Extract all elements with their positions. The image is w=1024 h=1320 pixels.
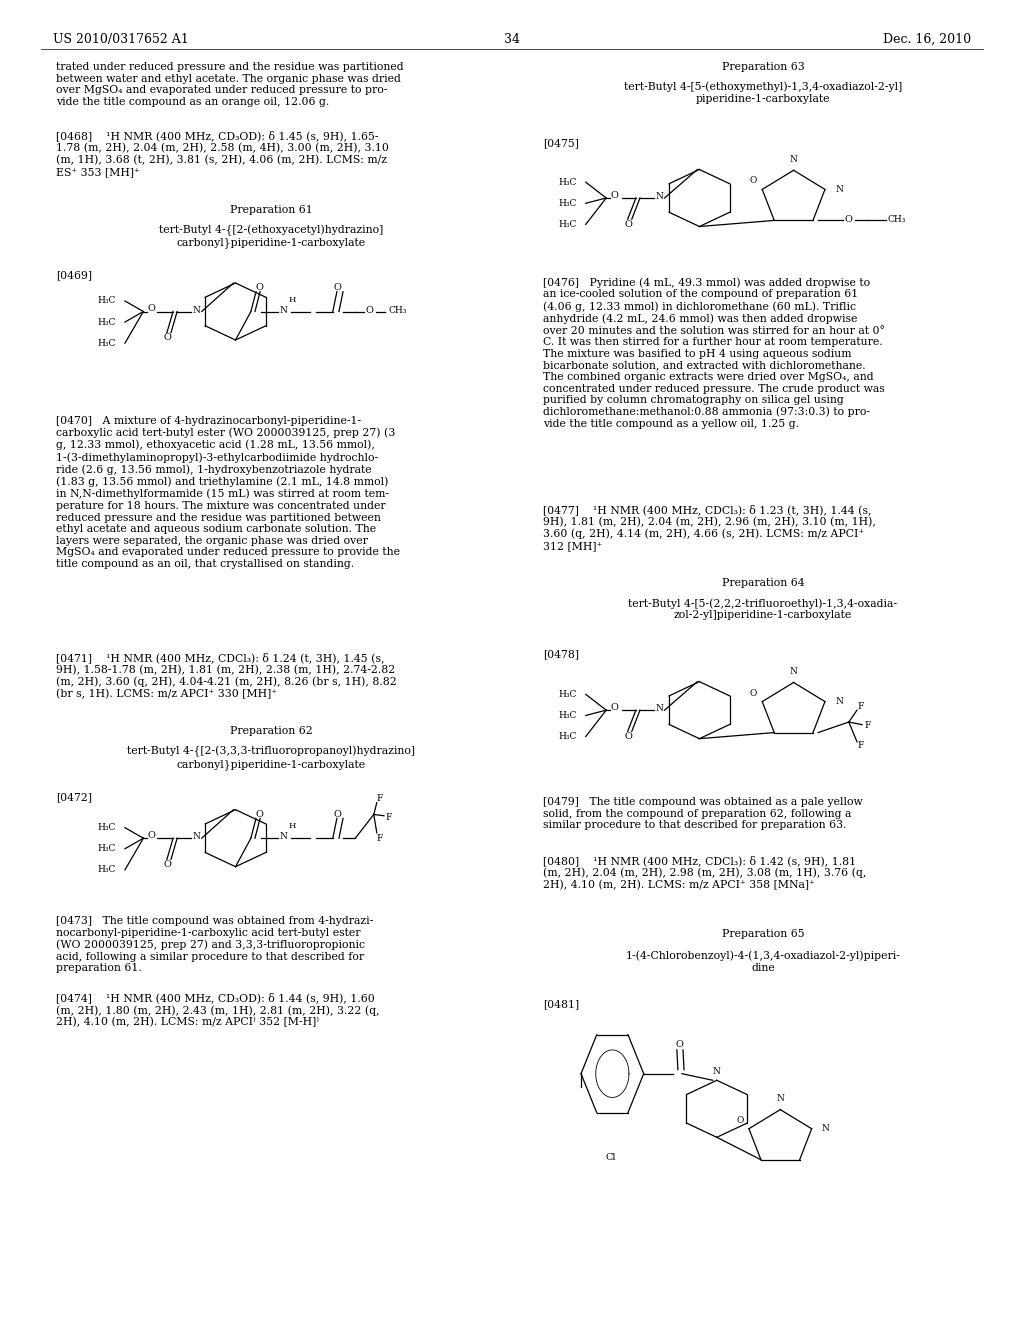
Text: tert-Butyl 4-{[2-(ethoxyacetyl)hydrazino]
carbonyl}piperidine-1-carboxylate: tert-Butyl 4-{[2-(ethoxyacetyl)hydrazino… [160,224,383,248]
Text: O: O [334,810,342,818]
Text: Preparation 65: Preparation 65 [722,929,804,940]
Text: O: O [164,334,172,342]
Text: Preparation 63: Preparation 63 [722,62,804,73]
Text: O: O [610,704,618,711]
Text: US 2010/0317652 A1: US 2010/0317652 A1 [53,33,189,46]
Text: Cl: Cl [605,1152,615,1162]
Text: [0470]   A mixture of 4-hydrazinocarbonyl-piperidine-1-
carboxylic acid tert-but: [0470] A mixture of 4-hydrazinocarbonyl-… [56,416,400,569]
Text: [0476]   Pyridine (4 mL, 49.3 mmol) was added dropwise to
an ice-cooled solution: [0476] Pyridine (4 mL, 49.3 mmol) was ad… [543,277,885,429]
Text: H₃C: H₃C [558,178,577,186]
Text: F: F [377,834,383,842]
Text: H₃C: H₃C [558,690,577,698]
Text: O: O [736,1115,743,1125]
Text: N: N [713,1068,721,1076]
Text: O: O [255,284,263,292]
Text: H₃C: H₃C [558,220,577,228]
Text: O: O [334,284,342,292]
Text: H₃C: H₃C [97,824,116,832]
Text: O: O [676,1040,684,1049]
Text: O: O [845,215,853,223]
Text: [0471]    ¹H NMR (400 MHz, CDCl₃): δ 1.24 (t, 3H), 1.45 (s,
9H), 1.58-1.78 (m, 2: [0471] ¹H NMR (400 MHz, CDCl₃): δ 1.24 (… [56,652,397,700]
Text: H₃C: H₃C [97,339,116,347]
Text: N: N [655,193,664,201]
Text: H₃C: H₃C [558,711,577,719]
Text: [0479]   The title compound was obtained as a pale yellow
solid, from the compou: [0479] The title compound was obtained a… [543,797,862,830]
Text: tert-Butyl 4-[5-(ethoxymethyl)-1,3,4-oxadiazol-2-yl]
piperidine-1-carboxylate: tert-Butyl 4-[5-(ethoxymethyl)-1,3,4-oxa… [624,82,902,104]
Text: O: O [366,306,374,314]
Text: H: H [288,822,296,830]
Text: O: O [147,305,156,313]
Text: H₃C: H₃C [558,733,577,741]
Text: O: O [625,733,633,741]
Text: F: F [386,813,392,821]
Text: O: O [625,220,633,228]
Text: O: O [164,861,172,869]
Text: N: N [836,697,843,706]
Text: 34: 34 [504,33,520,46]
Text: trated under reduced pressure and the residue was partitioned
between water and : trated under reduced pressure and the re… [56,62,403,107]
Text: F: F [858,742,864,750]
Text: tert-Butyl 4-[5-(2,2,2-trifluoroethyl)-1,3,4-oxadia-
zol-2-yl]piperidine-1-carbo: tert-Butyl 4-[5-(2,2,2-trifluoroethyl)-1… [629,598,897,620]
Text: N: N [790,154,798,164]
Text: H₃C: H₃C [97,318,116,326]
Text: N: N [193,306,201,314]
Text: Preparation 62: Preparation 62 [230,726,312,737]
Text: [0473]   The title compound was obtained from 4-hydrazi-
nocarbonyl-piperidine-1: [0473] The title compound was obtained f… [56,916,374,973]
Text: H₃C: H₃C [97,297,116,305]
Text: H₃C: H₃C [558,199,577,207]
Text: 1-(4-Chlorobenzoyl)-4-(1,3,4-oxadiazol-2-yl)piperi-
dine: 1-(4-Chlorobenzoyl)-4-(1,3,4-oxadiazol-2… [626,950,900,973]
Text: N: N [776,1094,784,1104]
Text: [0477]    ¹H NMR (400 MHz, CDCl₃): δ 1.23 (t, 3H), 1.44 (s,
9H), 1.81 (m, 2H), 2: [0477] ¹H NMR (400 MHz, CDCl₃): δ 1.23 (… [543,504,876,550]
Text: N: N [280,833,288,841]
Text: CH₃: CH₃ [888,215,906,223]
Text: O: O [255,810,263,818]
Text: N: N [193,833,201,841]
Text: [0474]    ¹H NMR (400 MHz, CD₃OD): δ 1.44 (s, 9H), 1.60
(m, 2H), 1.80 (m, 2H), 2: [0474] ¹H NMR (400 MHz, CD₃OD): δ 1.44 (… [56,993,380,1028]
Text: [0468]    ¹H NMR (400 MHz, CD₃OD): δ 1.45 (s, 9H), 1.65-
1.78 (m, 2H), 2.04 (m, : [0468] ¹H NMR (400 MHz, CD₃OD): δ 1.45 (… [56,131,389,177]
Text: Preparation 64: Preparation 64 [722,578,804,589]
Text: F: F [864,722,870,730]
Text: [0475]: [0475] [543,139,579,149]
Text: Preparation 61: Preparation 61 [230,205,312,215]
Text: CH₃: CH₃ [388,306,407,314]
Text: N: N [655,705,664,713]
Text: H: H [288,296,296,304]
Text: O: O [147,832,156,840]
Text: H₃C: H₃C [97,845,116,853]
Text: O: O [610,191,618,199]
Text: O: O [750,689,757,698]
Text: Dec. 16, 2010: Dec. 16, 2010 [883,33,971,46]
Text: N: N [280,306,288,314]
Text: [0481]: [0481] [543,999,579,1010]
Text: [0480]    ¹H NMR (400 MHz, CDCl₃): δ 1.42 (s, 9H), 1.81
(m, 2H), 2.04 (m, 2H), 2: [0480] ¹H NMR (400 MHz, CDCl₃): δ 1.42 (… [543,855,866,891]
Text: [0478]: [0478] [543,649,579,660]
Text: [0469]: [0469] [56,271,92,281]
Text: F: F [858,702,864,710]
Text: N: N [836,185,843,194]
Text: F: F [377,795,383,803]
Text: N: N [790,667,798,676]
Text: N: N [822,1125,829,1134]
Text: tert-Butyl 4-{[2-(3,3,3-trifluoropropanoyl)hydrazino]
carbonyl}piperidine-1-carb: tert-Butyl 4-{[2-(3,3,3-trifluoropropano… [127,746,416,770]
Text: O: O [750,177,757,186]
Text: [0472]: [0472] [56,792,92,803]
Text: H₃C: H₃C [97,866,116,874]
